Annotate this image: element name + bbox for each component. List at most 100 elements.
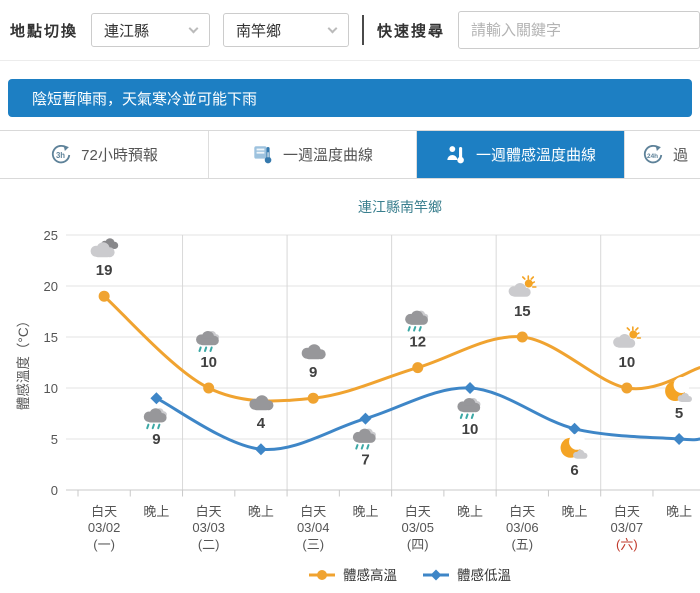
tab-label: 一週溫度曲線 (282, 147, 373, 164)
weekly-apparent-temperature-chart: 連江縣南竿鄉 0 5 10 15 20 25 體感溫度（°C） 白天 晚上 白天 晚上 白天 晚上 白天 晚上… (15, 199, 700, 583)
tab-weekly-apparent-temperature[interactable]: 一週體感溫度曲線 (416, 131, 624, 178)
data-point-marker (98, 290, 110, 302)
x-date-label: 03/04 (297, 520, 330, 535)
chevron-down-icon (327, 23, 338, 34)
y-tick-label: 20 (44, 279, 58, 294)
tab-label: 一週體感溫度曲線 (475, 147, 596, 164)
data-point-marker (307, 392, 319, 404)
data-point-marker (568, 422, 581, 435)
x-weekday-label: (四) (407, 537, 429, 552)
value-label: 7 (361, 452, 369, 469)
x-weekday-label: (一) (93, 537, 115, 552)
svg-text:24h: 24h (647, 152, 658, 159)
x-period-label: 晚上 (143, 504, 169, 519)
x-period-label: 晚上 (248, 504, 274, 519)
data-point-marker (412, 362, 424, 374)
rain-icon (143, 408, 167, 430)
partly-sunny-icon (508, 275, 537, 297)
svg-text:3h: 3h (56, 150, 65, 159)
data-point-marker (359, 412, 372, 425)
header-divider (362, 15, 365, 45)
person-thermometer-icon (447, 145, 464, 163)
legend-item[interactable]: 體感低溫 (423, 567, 511, 583)
value-label: 19 (96, 262, 113, 279)
data-point-marker (621, 382, 633, 394)
legend-label: 體感低溫 (457, 567, 511, 583)
tab-past-observation[interactable]: 24h 過 (624, 131, 700, 178)
clock-3h-icon: 3h (52, 144, 71, 163)
thermometer-icon (254, 145, 272, 163)
value-label: 12 (409, 334, 426, 351)
x-date-label: 03/02 (88, 520, 121, 535)
tab-label: 72小時預報 (81, 147, 158, 164)
x-period-label: 白天 (196, 504, 222, 519)
value-label: 9 (309, 364, 317, 381)
x-period-label: 白天 (91, 504, 117, 519)
x-date-label: 03/06 (506, 520, 539, 535)
legend-label: 體感高溫 (343, 567, 397, 583)
value-label: 4 (257, 415, 266, 432)
legend-item[interactable]: 體感高溫 (309, 567, 397, 583)
y-tick-label: 5 (51, 432, 58, 447)
location-switch-label: 地點切換 (10, 22, 79, 40)
data-point-marker (254, 443, 267, 456)
y-tick-label: 0 (51, 483, 58, 498)
town-select-value: 南竿鄉 (236, 22, 282, 40)
x-period-label: 白天 (509, 504, 535, 519)
x-weekday-label: (二) (198, 537, 220, 552)
county-select[interactable]: 連江縣 (91, 13, 211, 47)
x-period-label: 白天 (614, 504, 640, 519)
search-input[interactable] (458, 11, 700, 49)
value-label: 5 (675, 405, 683, 422)
tab-label: 過 (673, 147, 689, 164)
county-select-value: 連江縣 (104, 22, 150, 40)
location-header: 地點切換 連江縣 南竿鄉 快速搜尋 (0, 0, 700, 61)
value-label: 15 (514, 303, 531, 320)
cloud-icon (249, 395, 274, 411)
y-tick-label: 25 (44, 228, 58, 243)
data-point-marker (464, 382, 477, 394)
data-point-marker (150, 392, 163, 405)
rain-icon (405, 310, 429, 332)
x-period-label: 晚上 (457, 504, 483, 519)
chevron-down-icon (188, 23, 199, 34)
x-period-label: 白天 (405, 504, 431, 519)
x-period-label: 晚上 (666, 504, 692, 519)
cloudy-icon (90, 238, 119, 258)
data-point-marker (516, 331, 528, 343)
value-label: 10 (462, 421, 479, 438)
weather-summary-text: 陰短暫陣雨，天氣寒冷並可能下雨 (32, 90, 258, 108)
data-point-marker (673, 433, 686, 445)
y-tick-label: 15 (44, 330, 58, 345)
moon-cloud-icon (560, 433, 588, 459)
x-date-label: 03/07 (611, 520, 644, 535)
tab-weekly-temperature[interactable]: 一週溫度曲線 (208, 131, 416, 178)
x-weekday-label: (三) (302, 537, 324, 552)
x-date-label: 03/03 (192, 520, 225, 535)
x-period-label: 白天 (300, 504, 326, 519)
high-temp-line (102, 294, 700, 403)
x-period-label: 晚上 (562, 504, 588, 519)
forecast-tabbar: 3h 72小時預報 一週溫度曲線 一週體感溫度曲線 24h 過 (0, 130, 700, 179)
town-select[interactable]: 南竿鄉 (223, 13, 350, 47)
cloud-icon (301, 344, 326, 360)
apparent-temperature-chart-section: 連江縣南竿鄉 0 5 10 15 20 25 體感溫度（°C） 白天 晚上 白天 晚上 白天 晚上 白天 晚上… (0, 190, 700, 593)
value-label: 10 (200, 354, 217, 371)
x-weekday-label: (六) (616, 537, 638, 552)
tab-72hour-forecast[interactable]: 3h 72小時預報 (0, 131, 208, 178)
moon-cloud-icon (665, 377, 693, 402)
partly-sunny-icon (613, 326, 642, 348)
x-weekday-label: (五) (511, 537, 533, 552)
rain-icon (457, 398, 481, 419)
weather-summary-banner: 陰短暫陣雨，天氣寒冷並可能下雨 (8, 79, 692, 117)
clock-24h-icon: 24h (643, 144, 663, 163)
y-axis-title: 體感溫度（°C） (15, 314, 31, 410)
rain-icon (196, 331, 220, 352)
y-tick-label: 10 (44, 381, 58, 396)
x-period-label: 晚上 (352, 504, 378, 519)
chart-title: 連江縣南竿鄉 (358, 199, 442, 215)
quick-search-label: 快速搜尋 (377, 22, 446, 40)
value-label: 6 (570, 462, 578, 479)
value-label: 9 (152, 431, 160, 448)
value-label: 10 (618, 354, 635, 371)
